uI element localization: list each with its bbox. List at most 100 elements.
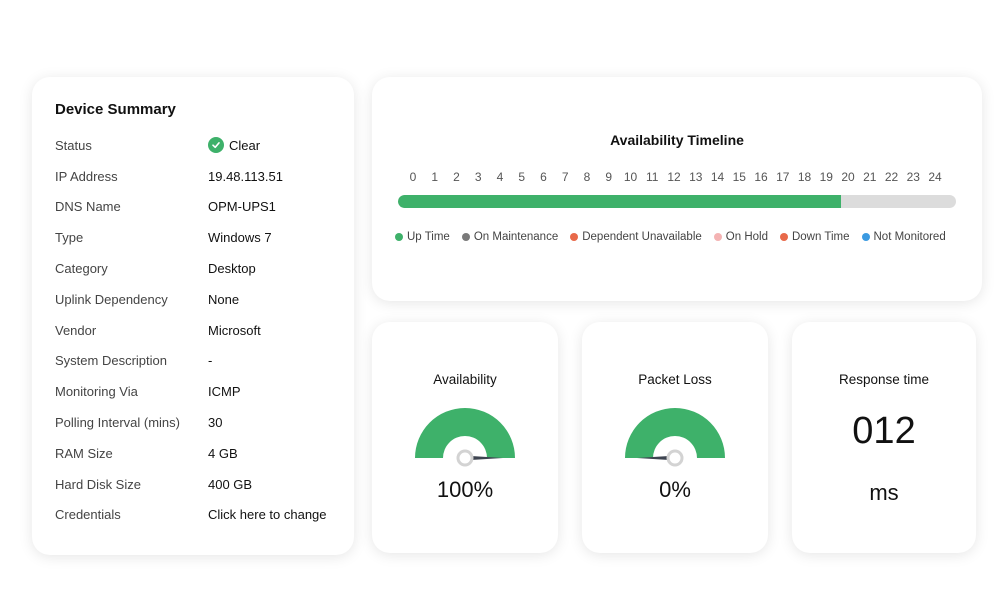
- timeline-tick-label: 19: [819, 170, 833, 184]
- packet-loss-gauge-arc: [625, 408, 725, 458]
- timeline-tick-label: 14: [710, 170, 725, 184]
- device-summary-card: Device Summary Status Clear IP Address 19.4…: [32, 77, 354, 555]
- summary-value: Microsoft: [208, 323, 261, 338]
- summary-value-text: -: [208, 353, 213, 369]
- summary-value: ICMP: [208, 384, 241, 399]
- check-circle-icon: [208, 137, 224, 154]
- legend-dot-icon: [461, 233, 470, 241]
- summary-value-text: Click here to change: [208, 507, 327, 523]
- legend-item: Down Time: [779, 231, 850, 243]
- packet-loss-gauge: [625, 408, 725, 467]
- summary-value-text: 19.48.113.51: [208, 168, 283, 184]
- summary-label: Vendor: [55, 322, 97, 338]
- availability-card: Availability 100%: [372, 322, 558, 553]
- legend-dot-icon: [570, 233, 579, 241]
- packet-loss-gauge-hub: [666, 449, 684, 467]
- summary-row: IP Address 19.48.113.51: [55, 161, 354, 192]
- summary-row: RAM Size 4 GB: [55, 438, 354, 469]
- uptime-bar-fill: [398, 195, 841, 208]
- timeline-tick-label: 16: [754, 170, 768, 184]
- legend-dot-icon: [395, 233, 403, 241]
- timeline-tick-label: 2: [453, 170, 460, 184]
- summary-label: Type: [55, 230, 84, 246]
- summary-label: Category: [55, 261, 108, 277]
- summary-label: IP Address: [55, 168, 118, 184]
- availability-gauge-hub: [456, 449, 474, 467]
- summary-value: Windows 7: [208, 230, 272, 245]
- summary-label: Status: [55, 137, 92, 153]
- status-value: Clear: [208, 137, 261, 154]
- summary-value-text: 30: [208, 415, 223, 431]
- legend-label: Not Monitored: [873, 231, 946, 243]
- summary-value-text: Clear: [229, 137, 261, 153]
- timeline-tick-label: 15: [732, 170, 746, 184]
- legend-item: Not Monitored: [861, 231, 946, 243]
- availability-gauge: [415, 408, 515, 467]
- summary-row: System Description -: [55, 346, 354, 377]
- availability-title: Availability: [433, 372, 497, 387]
- summary-row: Hard Disk Size 400 GB: [55, 469, 354, 500]
- timeline-tick-label: 6: [540, 170, 547, 184]
- summary-label: Credentials: [55, 507, 121, 523]
- summary-row: Vendor Microsoft: [55, 315, 354, 346]
- change-credentials-link[interactable]: Click here to change: [208, 507, 327, 522]
- summary-value: 4 GB: [208, 446, 238, 461]
- timeline-tick-label: 1: [431, 170, 439, 184]
- summary-label: Uplink Dependency: [55, 291, 168, 307]
- summary-value-text: None: [208, 291, 240, 307]
- summary-value-text: 4 GB: [208, 445, 238, 461]
- legend-label: Dependent Unavailable: [582, 231, 702, 243]
- summary-rows: Status Clear IP Address 19.48.113.51 DNS Nam…: [55, 130, 354, 530]
- legend-label: On Maintenance: [473, 231, 559, 243]
- summary-row: Monitoring Via ICMP: [55, 376, 354, 407]
- timeline-tick-label: 4: [496, 170, 504, 184]
- timeline-legend: Up Time On Maintenance Dependent Unavailab…: [395, 231, 958, 243]
- summary-value: 400 GB: [208, 477, 252, 492]
- legend-label: On Hold: [725, 231, 768, 243]
- response-time-card: Response time 012 ms: [792, 322, 976, 553]
- summary-row: Polling Interval (mins) 30: [55, 407, 354, 438]
- summary-value: -: [208, 353, 212, 368]
- summary-row: Credentials Click here to change: [55, 500, 354, 531]
- summary-value-text: Desktop: [208, 261, 256, 277]
- timeline-tick-label: 13: [689, 170, 703, 184]
- timeline-tick-label: 20: [841, 170, 855, 184]
- summary-row: Category Desktop: [55, 253, 354, 284]
- summary-label: Monitoring Via: [55, 384, 138, 400]
- summary-row: Status Clear: [55, 130, 354, 161]
- timeline-tick-label: 18: [797, 170, 812, 184]
- timeline-tick-label: 21: [863, 170, 877, 184]
- legend-item: On Hold: [713, 231, 768, 243]
- packet-loss-title: Packet Loss: [638, 372, 712, 387]
- timeline-tick-label: 10: [623, 170, 638, 184]
- device-summary-title: Device Summary: [55, 101, 176, 118]
- legend-label: Down Time: [791, 231, 850, 243]
- packet-loss-gauge-needle: [637, 455, 675, 461]
- timeline-tick-label: 3: [474, 170, 482, 184]
- timeline-tick-label: 5: [518, 170, 526, 184]
- summary-label: RAM Size: [55, 445, 113, 461]
- summary-value: OPM-UPS1: [208, 199, 276, 214]
- timeline-tick-label: 9: [605, 170, 613, 184]
- summary-row: DNS Name OPM-UPS1: [55, 192, 354, 223]
- legend-item: On Maintenance: [461, 231, 559, 243]
- availability-value: 100%: [436, 477, 494, 502]
- availability-gauge-needle: [465, 455, 503, 461]
- response-time-unit: ms: [869, 480, 899, 505]
- timeline-tick-label: 12: [667, 170, 681, 184]
- legend-label: Up Time: [407, 231, 450, 243]
- summary-value-text: Windows 7: [208, 230, 272, 246]
- response-time-value: 012: [852, 410, 916, 452]
- timeline-tick-label: 8: [583, 170, 591, 184]
- response-time-title: Response time: [838, 372, 930, 387]
- timeline-tick-label: 24: [928, 170, 942, 184]
- timeline-tick-label: 11: [646, 170, 659, 184]
- timeline-tick-label: 0: [409, 170, 417, 184]
- summary-value-text: Microsoft: [208, 322, 261, 338]
- summary-value-text: ICMP: [208, 384, 241, 400]
- timeline-tick-label: 17: [776, 170, 790, 184]
- legend-item: Up Time: [395, 231, 450, 243]
- summary-row: Uplink Dependency None: [55, 284, 354, 315]
- summary-value: Desktop: [208, 261, 256, 276]
- summary-label: DNS Name: [55, 199, 121, 215]
